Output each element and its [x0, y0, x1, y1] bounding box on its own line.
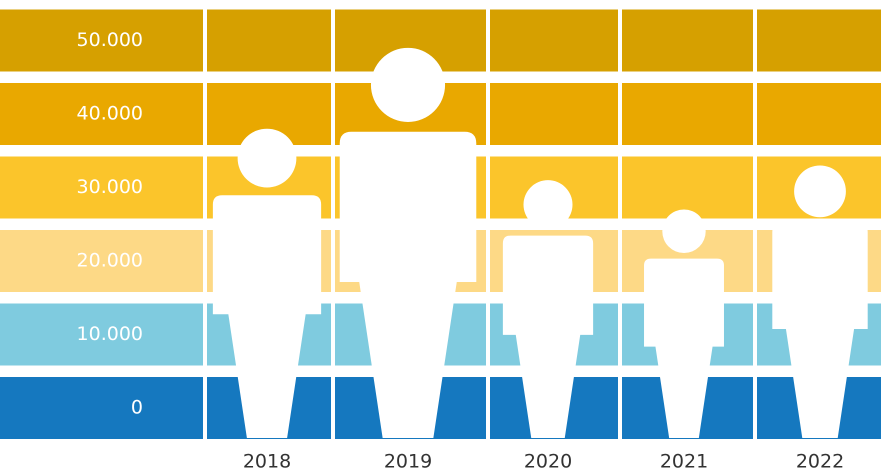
x-tick-label: 2018 [243, 451, 291, 471]
person-icon [644, 209, 724, 438]
x-tick-label: 2019 [384, 451, 432, 471]
y-tick-label: 30.000 [77, 176, 143, 198]
column-divider [753, 0, 757, 440]
person-icon [502, 180, 594, 438]
y-tick-label: 20.000 [77, 250, 143, 272]
person-icon [772, 165, 868, 438]
y-tick-label: 50.000 [77, 29, 143, 51]
y-tick-label: 0 [131, 397, 143, 419]
y-tick-label: 40.000 [77, 103, 143, 125]
x-tick-label: 2021 [660, 451, 708, 471]
person-icon [212, 128, 322, 438]
column-divider [486, 0, 490, 440]
column-divider [618, 0, 622, 440]
column-divider [331, 0, 335, 440]
x-tick-label: 2020 [524, 451, 572, 471]
x-tick-label: 2022 [796, 451, 844, 471]
column-divider [203, 0, 207, 440]
person-icon [339, 47, 477, 438]
band [0, 9, 881, 72]
y-tick-label: 10.000 [77, 323, 143, 345]
